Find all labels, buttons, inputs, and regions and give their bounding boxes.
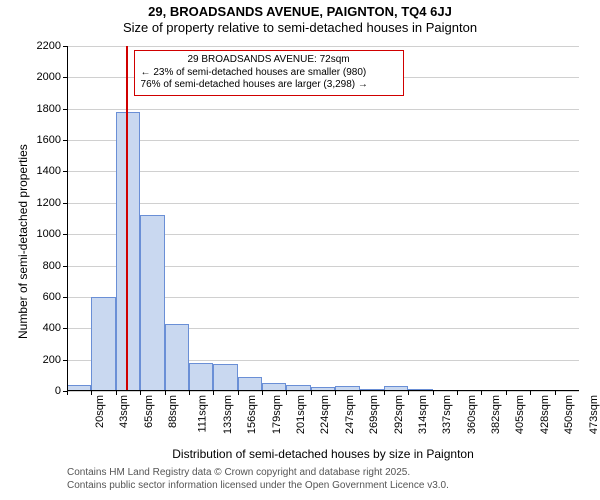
xtick-label: 88sqm bbox=[167, 395, 179, 428]
footer-attribution: Contains HM Land Registry data © Crown c… bbox=[67, 467, 449, 492]
histogram-bar bbox=[116, 112, 140, 391]
annotation-line: ← 23% of semi-detached houses are smalle… bbox=[141, 67, 397, 80]
ytick-label: 600 bbox=[43, 291, 61, 303]
xtick-mark bbox=[165, 391, 166, 395]
xtick-label: 382sqm bbox=[490, 395, 502, 434]
histogram-bar bbox=[140, 215, 164, 391]
footer-line: Contains public sector information licen… bbox=[67, 480, 449, 493]
ytick-mark bbox=[63, 46, 67, 47]
ytick-label: 2000 bbox=[37, 71, 61, 83]
gridline bbox=[67, 171, 579, 172]
xtick-mark bbox=[67, 391, 68, 395]
ytick-label: 0 bbox=[55, 385, 61, 397]
ytick-label: 400 bbox=[43, 322, 61, 334]
histogram-bar bbox=[189, 363, 213, 391]
gridline bbox=[67, 109, 579, 110]
xtick-mark bbox=[116, 391, 117, 395]
footer-line: Contains HM Land Registry data © Crown c… bbox=[67, 467, 449, 480]
ytick-label: 2200 bbox=[37, 40, 61, 52]
xtick-mark bbox=[555, 391, 556, 395]
xtick-label: 337sqm bbox=[441, 395, 453, 434]
x-axis-label: Distribution of semi-detached houses by … bbox=[67, 447, 579, 461]
y-axis-label: Number of semi-detached properties bbox=[16, 144, 30, 339]
ytick-mark bbox=[63, 297, 67, 298]
chart-subtitle: Size of property relative to semi-detach… bbox=[0, 20, 600, 36]
title-line1: 29, BROADSANDS AVENUE, PAIGNTON, TQ4 6JJ bbox=[148, 4, 452, 19]
xtick-mark bbox=[286, 391, 287, 395]
gridline bbox=[67, 140, 579, 141]
gridline bbox=[67, 391, 579, 392]
chart-title: 29, BROADSANDS AVENUE, PAIGNTON, TQ4 6JJ bbox=[0, 0, 600, 20]
xtick-label: 314sqm bbox=[417, 395, 429, 434]
histogram-bar bbox=[91, 297, 115, 391]
ytick-label: 1400 bbox=[37, 165, 61, 177]
ytick-label: 1600 bbox=[37, 134, 61, 146]
title-line2: Size of property relative to semi-detach… bbox=[123, 20, 477, 35]
xtick-label: 269sqm bbox=[368, 395, 380, 434]
ytick-mark bbox=[63, 360, 67, 361]
chart-container: 29, BROADSANDS AVENUE, PAIGNTON, TQ4 6JJ… bbox=[0, 0, 600, 500]
xtick-mark bbox=[213, 391, 214, 395]
xtick-label: 179sqm bbox=[271, 395, 283, 434]
ytick-mark bbox=[63, 203, 67, 204]
ytick-mark bbox=[63, 328, 67, 329]
xtick-label: 247sqm bbox=[344, 395, 356, 434]
xtick-mark bbox=[530, 391, 531, 395]
xtick-mark bbox=[311, 391, 312, 395]
xtick-mark bbox=[433, 391, 434, 395]
xtick-mark bbox=[408, 391, 409, 395]
xtick-mark bbox=[262, 391, 263, 395]
ytick-label: 1200 bbox=[37, 197, 61, 209]
xtick-label: 43sqm bbox=[118, 395, 130, 428]
ytick-mark bbox=[63, 140, 67, 141]
xtick-mark bbox=[506, 391, 507, 395]
xtick-mark bbox=[335, 391, 336, 395]
gridline bbox=[67, 46, 579, 47]
y-axis-line bbox=[67, 46, 68, 391]
xtick-label: 65sqm bbox=[143, 395, 155, 428]
reference-line bbox=[126, 46, 128, 391]
xtick-mark bbox=[360, 391, 361, 395]
xtick-mark bbox=[189, 391, 190, 395]
ytick-mark bbox=[63, 234, 67, 235]
xtick-mark bbox=[481, 391, 482, 395]
xtick-label: 450sqm bbox=[563, 395, 575, 434]
xtick-label: 428sqm bbox=[539, 395, 551, 434]
xtick-label: 20sqm bbox=[94, 395, 106, 428]
xtick-mark bbox=[91, 391, 92, 395]
xtick-label: 224sqm bbox=[320, 395, 332, 434]
xtick-label: 360sqm bbox=[466, 395, 478, 434]
xtick-label: 405sqm bbox=[515, 395, 527, 434]
xtick-mark bbox=[384, 391, 385, 395]
xtick-label: 473sqm bbox=[588, 395, 600, 434]
xtick-mark bbox=[238, 391, 239, 395]
x-axis-line bbox=[67, 390, 579, 391]
annotation-line: 76% of semi-detached houses are larger (… bbox=[141, 79, 397, 92]
ytick-label: 800 bbox=[43, 260, 61, 272]
ytick-mark bbox=[63, 77, 67, 78]
xtick-label: 292sqm bbox=[393, 395, 405, 434]
ytick-mark bbox=[63, 171, 67, 172]
ytick-mark bbox=[63, 266, 67, 267]
ytick-label: 1800 bbox=[37, 103, 61, 115]
ytick-label: 200 bbox=[43, 354, 61, 366]
ytick-mark bbox=[63, 109, 67, 110]
annotation-heading: 29 BROADSANDS AVENUE: 72sqm bbox=[141, 54, 397, 67]
ytick-label: 1000 bbox=[37, 228, 61, 240]
histogram-bar bbox=[213, 364, 237, 391]
plot-inner: 29 BROADSANDS AVENUE: 72sqm← 23% of semi… bbox=[67, 46, 579, 391]
gridline bbox=[67, 203, 579, 204]
histogram-bar bbox=[165, 324, 189, 391]
xtick-label: 111sqm bbox=[196, 395, 208, 433]
xtick-mark bbox=[140, 391, 141, 395]
xtick-label: 201sqm bbox=[295, 395, 307, 434]
xtick-label: 156sqm bbox=[246, 395, 258, 434]
xtick-label: 133sqm bbox=[222, 395, 234, 434]
annotation-box: 29 BROADSANDS AVENUE: 72sqm← 23% of semi… bbox=[134, 50, 404, 96]
plot-area: 29 BROADSANDS AVENUE: 72sqm← 23% of semi… bbox=[67, 46, 579, 391]
xtick-mark bbox=[457, 391, 458, 395]
histogram-bar bbox=[238, 377, 262, 391]
